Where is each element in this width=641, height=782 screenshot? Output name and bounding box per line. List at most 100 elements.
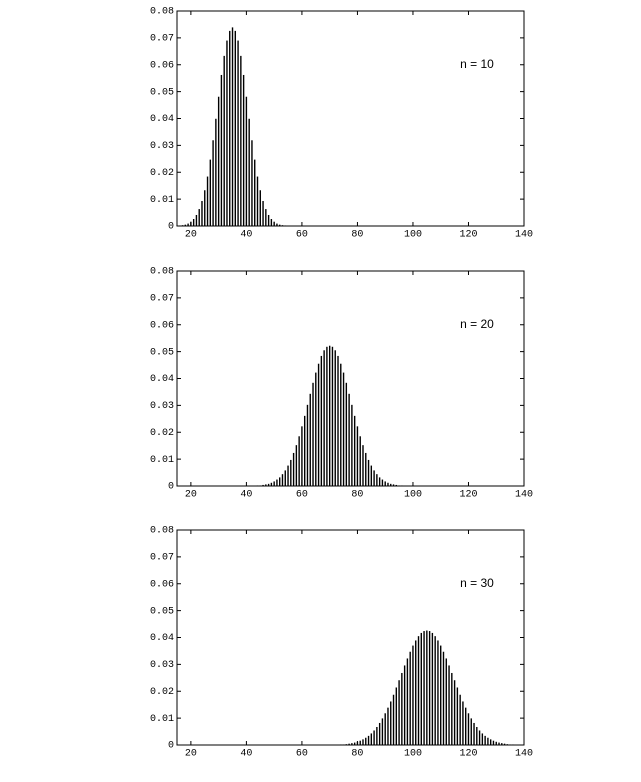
bar	[437, 640, 439, 745]
bar	[317, 363, 320, 486]
x-tick-label: 80	[351, 490, 363, 501]
bar	[462, 701, 464, 745]
bar	[348, 743, 350, 745]
bar	[412, 645, 414, 745]
y-tick-label: 0.02	[150, 687, 174, 698]
y-tick-label: 0.04	[150, 374, 174, 385]
y-tick-label: 0.08	[150, 267, 174, 278]
bar	[265, 484, 267, 486]
bar	[198, 209, 200, 226]
bar	[406, 658, 409, 745]
y-tick-label: 0.06	[150, 579, 174, 590]
bar	[467, 713, 470, 745]
bar	[195, 214, 198, 226]
bar	[292, 452, 295, 486]
bar	[370, 733, 373, 745]
bar	[337, 355, 339, 486]
bar	[259, 190, 261, 226]
bar	[401, 485, 403, 486]
bar	[356, 426, 359, 486]
bar	[306, 404, 309, 486]
bar	[348, 393, 350, 486]
bar	[259, 485, 261, 486]
y-tick-label: 0.02	[150, 428, 174, 439]
bar	[187, 223, 189, 226]
bar	[206, 176, 209, 226]
bar	[373, 730, 375, 745]
bar	[279, 224, 281, 226]
bar	[201, 201, 203, 226]
annotation: n = 20	[460, 317, 494, 331]
bar	[373, 470, 375, 486]
bar	[440, 645, 442, 745]
y-tick-label: 0.04	[150, 114, 174, 125]
bar	[192, 219, 195, 226]
x-tick-label: 60	[296, 230, 308, 241]
y-tick-label: 0.08	[150, 526, 174, 537]
bar	[487, 737, 489, 745]
x-tick-label: 140	[515, 749, 533, 760]
bar	[279, 477, 281, 486]
bar	[231, 27, 234, 226]
bar	[242, 74, 245, 227]
bar	[367, 735, 370, 745]
x-tick-label: 140	[515, 490, 533, 501]
x-tick-label: 20	[185, 230, 197, 241]
y-tick-label: 0.02	[150, 168, 174, 179]
x-tick-label: 120	[459, 230, 477, 241]
bar	[326, 346, 328, 486]
y-tick-label: 0.01	[150, 195, 174, 206]
y-tick-label: 0.03	[150, 141, 174, 152]
x-tick-label: 60	[296, 749, 308, 760]
x-tick-label: 60	[296, 490, 308, 501]
bar	[342, 744, 345, 745]
bar	[315, 372, 317, 486]
bar	[492, 740, 495, 745]
bar	[181, 225, 184, 226]
bar	[254, 159, 256, 226]
bar	[312, 382, 314, 486]
bar	[351, 404, 353, 486]
bar	[301, 426, 303, 486]
x-tick-label: 40	[240, 230, 252, 241]
bar	[476, 726, 478, 745]
bar	[506, 744, 509, 745]
bar	[237, 40, 239, 226]
bar	[229, 30, 231, 227]
bar	[345, 744, 348, 745]
x-tick-label: 140	[515, 230, 533, 241]
bar	[362, 739, 364, 745]
x-tick-label: 40	[240, 749, 252, 760]
bar	[415, 640, 417, 745]
bar	[251, 140, 253, 226]
bar	[365, 737, 367, 745]
bar	[217, 96, 220, 226]
bar	[262, 484, 264, 486]
bar	[423, 631, 425, 745]
bar	[212, 140, 214, 226]
bar	[220, 74, 223, 227]
bar	[281, 474, 284, 486]
bar	[248, 118, 250, 226]
bar	[448, 665, 450, 745]
bar	[495, 741, 497, 745]
y-tick-label: 0.07	[150, 294, 174, 305]
bar	[367, 459, 370, 486]
bar	[287, 465, 289, 486]
bar	[392, 484, 395, 486]
bar	[365, 452, 367, 486]
bar	[284, 225, 286, 226]
bar	[453, 680, 456, 745]
bar	[334, 350, 336, 486]
y-tick-label: 0.06	[150, 60, 174, 71]
bar	[442, 651, 445, 745]
x-tick-label: 100	[404, 230, 422, 241]
bar	[390, 701, 392, 745]
bar	[270, 219, 273, 226]
y-tick-label: 0.03	[150, 660, 174, 671]
bar	[509, 744, 511, 745]
bar	[245, 96, 248, 226]
bar	[276, 479, 278, 486]
bar	[370, 465, 373, 486]
